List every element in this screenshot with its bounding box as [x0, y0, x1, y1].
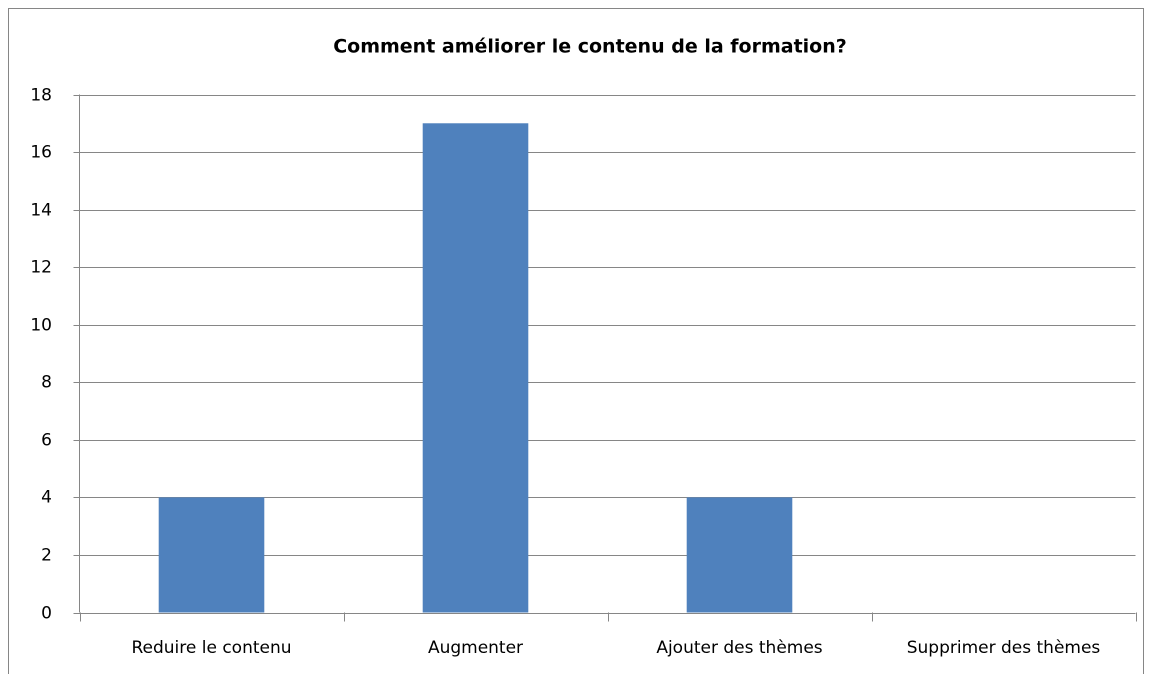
y-tick-label: 12: [30, 258, 52, 278]
chart-frame: [8, 8, 1144, 674]
y-tick-label: 10: [30, 316, 52, 336]
bar: [422, 123, 529, 613]
y-tick-label: 16: [30, 143, 52, 163]
x-tick-label: Ajouter des thèmes: [656, 638, 822, 658]
x-tick-label: Augmenter: [428, 638, 523, 658]
x-tick-label: Supprimer des thèmes: [907, 638, 1101, 658]
y-tick-label: 0: [41, 604, 52, 624]
y-tick-label: 18: [30, 86, 52, 106]
y-tick-label: 4: [41, 488, 52, 508]
y-tick-label: 2: [41, 546, 52, 566]
chart-title: Comment améliorer le contenu de la forma…: [333, 36, 847, 58]
y-tick-label: 14: [30, 201, 52, 221]
bar: [158, 497, 265, 613]
x-tick-label: Reduire le contenu: [131, 638, 291, 658]
y-tick-label: 8: [41, 373, 52, 393]
y-tick-label: 6: [41, 431, 52, 451]
bar: [686, 497, 793, 613]
